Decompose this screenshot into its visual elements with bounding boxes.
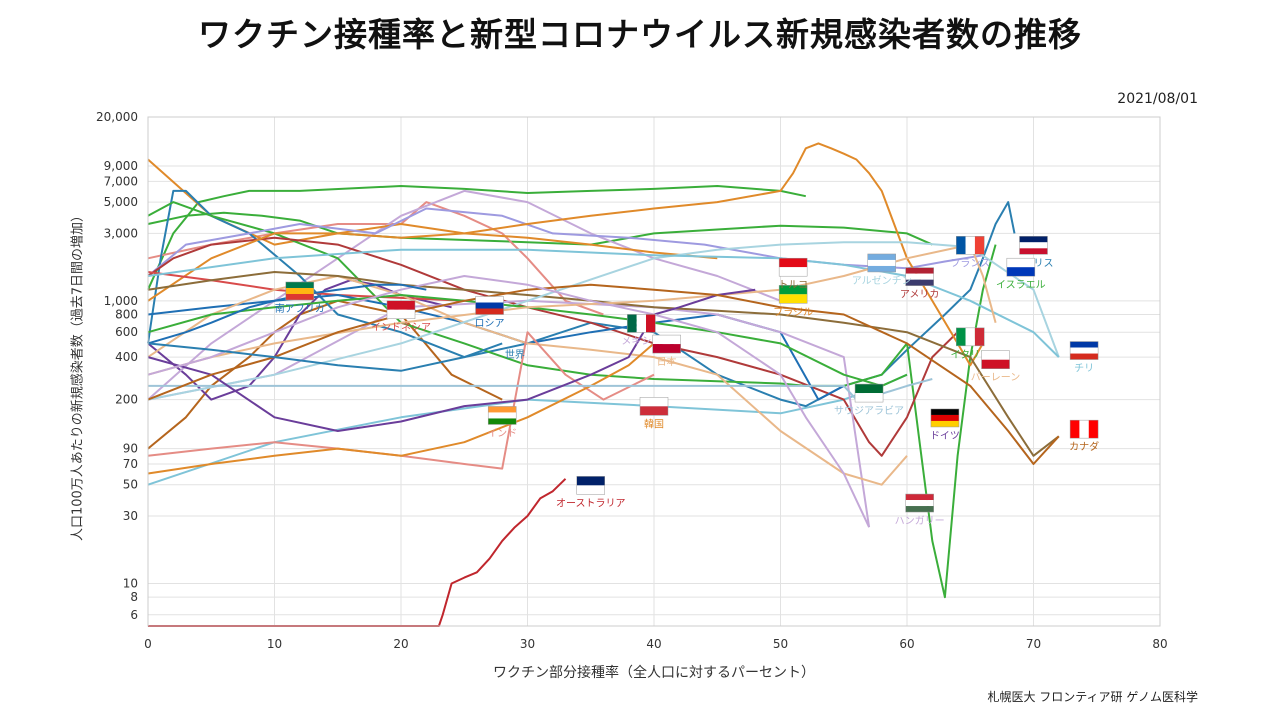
country-label: イタリア bbox=[950, 349, 990, 361]
y-tick-label: 6 bbox=[130, 608, 138, 622]
canada-flag-icon bbox=[1069, 419, 1099, 439]
y-tick-label: 8 bbox=[130, 590, 138, 604]
saudi-flag-icon bbox=[854, 383, 884, 403]
country-labels: イギリスイスラエルフランスアメリカブラジルインドネシアロシアメキシコ日本インド韓… bbox=[275, 236, 1099, 527]
y-tick-label: 1,000 bbox=[104, 294, 138, 308]
x-tick-label: 80 bbox=[1152, 637, 1167, 651]
uk-flag-icon bbox=[1019, 236, 1048, 255]
country-label: フランス bbox=[950, 257, 990, 269]
country-label: トルコ bbox=[778, 280, 808, 291]
y-tick-label: 7,000 bbox=[104, 174, 138, 188]
australia-flag-icon bbox=[576, 476, 605, 495]
y-tick-label: 90 bbox=[123, 442, 138, 456]
korea-flag-icon bbox=[639, 397, 669, 416]
indonesia-flag-icon bbox=[386, 300, 416, 319]
x-tick-label: 0 bbox=[144, 637, 152, 651]
germany-flag-icon bbox=[930, 408, 960, 428]
y-tick-label: 30 bbox=[123, 509, 138, 523]
israel-flag-icon bbox=[1006, 257, 1036, 277]
country-label: オーストラリア bbox=[556, 497, 626, 509]
x-tick-label: 40 bbox=[646, 637, 661, 651]
country-label: アルゼンチン bbox=[852, 275, 912, 287]
y-tick-label: 5,000 bbox=[104, 195, 138, 209]
series-line-other bbox=[147, 211, 933, 246]
x-tick-label: 30 bbox=[520, 637, 535, 651]
series-line bbox=[147, 275, 908, 486]
country-label: イスラエル bbox=[996, 279, 1046, 291]
x-tick-label: 10 bbox=[267, 637, 282, 651]
series-line-other bbox=[147, 185, 807, 291]
country-label: メキシコ bbox=[621, 336, 661, 347]
y-tick-label: 400 bbox=[115, 350, 138, 364]
series-line bbox=[147, 294, 908, 387]
series-lines bbox=[147, 142, 1060, 627]
grid-lines bbox=[147, 116, 1161, 626]
y-tick-label: 800 bbox=[115, 308, 138, 322]
axes: 0 10 20 30 40 50 60 70 8068103050709020040060080… bbox=[96, 110, 1168, 651]
y-tick-label: 600 bbox=[115, 325, 138, 339]
series-line bbox=[148, 378, 933, 401]
italy-flag-icon bbox=[956, 327, 985, 347]
date-label: 2021/08/01 bbox=[1117, 91, 1198, 107]
country-label: インドネシア bbox=[371, 322, 431, 334]
country-label: チリ bbox=[1074, 363, 1094, 375]
series-line bbox=[147, 283, 1060, 465]
series-line bbox=[147, 201, 997, 599]
country-label: 韓国 bbox=[644, 418, 664, 430]
y-tick-label: 50 bbox=[123, 478, 138, 492]
x-tick-label: 20 bbox=[393, 637, 408, 651]
india-flag-icon bbox=[487, 406, 517, 425]
series-line bbox=[147, 342, 503, 372]
brazil-flag-icon bbox=[778, 285, 808, 304]
credit-label: 札幌医大 フロンティア研 ゲノム医科学 bbox=[987, 690, 1198, 704]
x-tick-label: 60 bbox=[899, 637, 914, 651]
series-line-other bbox=[147, 279, 452, 401]
chile-flag-icon bbox=[1069, 341, 1099, 360]
series-line bbox=[147, 142, 984, 367]
series-line bbox=[147, 288, 756, 432]
series-line bbox=[147, 236, 959, 457]
y-tick-label: 200 bbox=[115, 393, 138, 407]
series-line bbox=[148, 478, 567, 627]
series-line bbox=[147, 275, 871, 528]
country-label: ドイツ bbox=[930, 431, 960, 442]
hungary-flag-icon bbox=[905, 493, 934, 513]
series-line bbox=[147, 342, 655, 475]
country-label: サウジアラビア bbox=[834, 405, 904, 417]
y-tick-label: 10 bbox=[123, 576, 138, 590]
country-label: 日本 bbox=[657, 355, 677, 368]
series-line bbox=[147, 331, 655, 470]
y-tick-label: 70 bbox=[123, 457, 138, 471]
japan-flag-icon bbox=[652, 334, 681, 354]
country-label: インド bbox=[487, 428, 517, 439]
series-line-other bbox=[147, 189, 781, 401]
series-line bbox=[147, 271, 1060, 457]
y-tick-label: 9,000 bbox=[104, 159, 138, 173]
country-label: ロシア bbox=[475, 319, 505, 330]
country-label: カナダ bbox=[1069, 440, 1099, 453]
x-axis-label: ワクチン部分接種率（全人口に対するパーセント） bbox=[493, 665, 815, 681]
argentina-flag-icon bbox=[867, 253, 896, 273]
country-label: ブラジル bbox=[773, 305, 813, 318]
france-flag-icon bbox=[956, 236, 985, 255]
series-line-other bbox=[147, 299, 503, 450]
chart-title: ワクチン接種率と新型コロナウイルス新規感染者数の推移 bbox=[198, 15, 1082, 54]
x-tick-label: 70 bbox=[1026, 637, 1041, 651]
plot-frame bbox=[147, 116, 1161, 627]
country-label: ハンガリー bbox=[895, 515, 945, 527]
y-tick-label: 3,000 bbox=[104, 226, 138, 240]
mexico-flag-icon bbox=[627, 314, 656, 333]
country-label: アメリカ bbox=[900, 289, 940, 301]
south-africa-flag-icon bbox=[285, 281, 315, 301]
country-label: 世界 bbox=[505, 349, 525, 361]
usa-flag-icon bbox=[905, 267, 934, 286]
turkey-flag-icon bbox=[778, 257, 808, 277]
russia-flag-icon bbox=[475, 296, 504, 315]
bahrain-flag-icon bbox=[981, 350, 1010, 369]
y-tick-label: 20,000 bbox=[96, 110, 138, 124]
country-label: バーレーン bbox=[971, 372, 1021, 384]
country-label: 南アフリカ bbox=[275, 302, 325, 315]
x-tick-label: 50 bbox=[773, 637, 788, 651]
